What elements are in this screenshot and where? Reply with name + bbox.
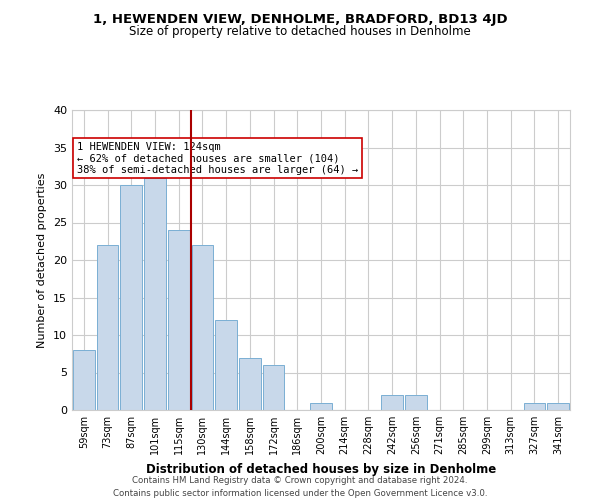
Text: 1 HEWENDEN VIEW: 124sqm
← 62% of detached houses are smaller (104)
38% of semi-d: 1 HEWENDEN VIEW: 124sqm ← 62% of detache… <box>77 142 358 174</box>
Bar <box>144 178 166 410</box>
Text: 1, HEWENDEN VIEW, DENHOLME, BRADFORD, BD13 4JD: 1, HEWENDEN VIEW, DENHOLME, BRADFORD, BD… <box>92 12 508 26</box>
Bar <box>381 395 403 410</box>
Bar <box>191 245 214 410</box>
Bar <box>405 395 427 410</box>
Bar <box>547 402 569 410</box>
Text: Contains HM Land Registry data © Crown copyright and database right 2024.
Contai: Contains HM Land Registry data © Crown c… <box>113 476 487 498</box>
Text: Size of property relative to detached houses in Denholme: Size of property relative to detached ho… <box>129 25 471 38</box>
Y-axis label: Number of detached properties: Number of detached properties <box>37 172 47 348</box>
Bar <box>215 320 237 410</box>
Bar <box>263 365 284 410</box>
Bar <box>524 402 545 410</box>
Bar <box>168 230 190 410</box>
X-axis label: Distribution of detached houses by size in Denholme: Distribution of detached houses by size … <box>146 462 496 475</box>
Bar <box>121 185 142 410</box>
Bar <box>239 358 261 410</box>
Bar <box>310 402 332 410</box>
Bar <box>97 245 118 410</box>
Bar <box>73 350 95 410</box>
